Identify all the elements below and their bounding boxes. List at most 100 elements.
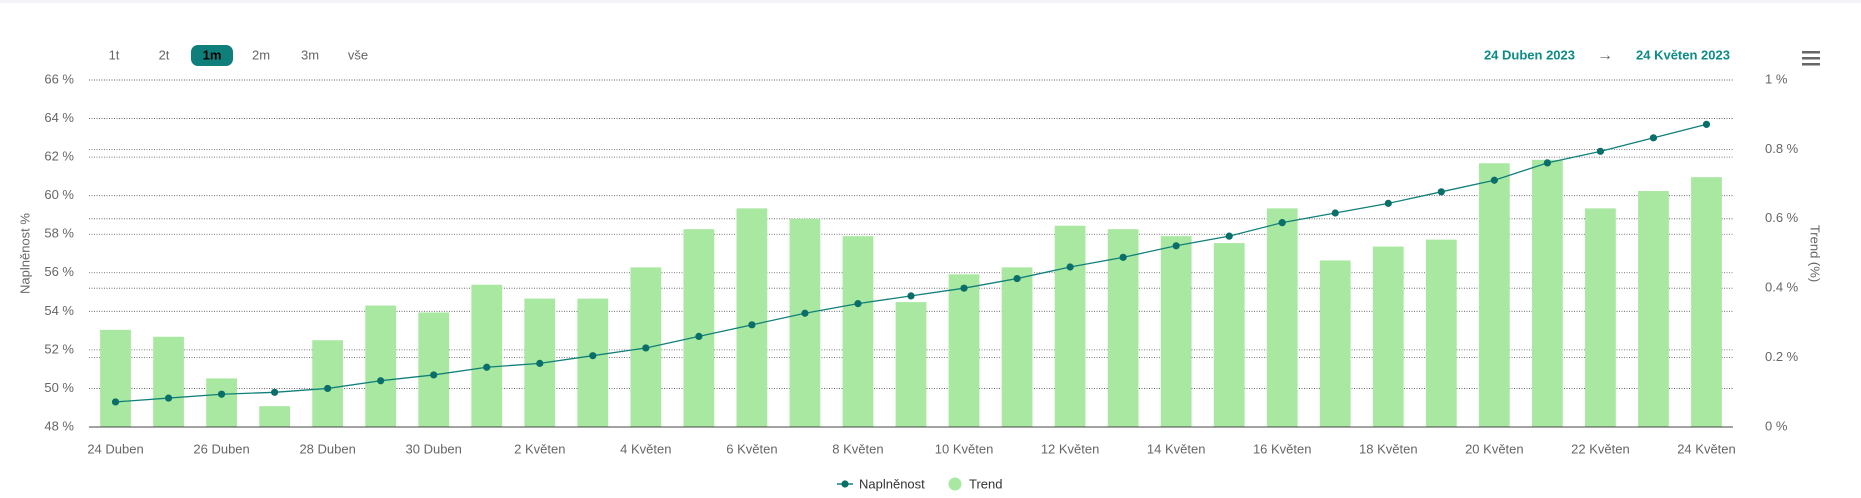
point [960,284,968,292]
point [1490,176,1498,184]
range-button[interactable]: 2m [252,47,270,62]
y-tick-label: 58 % [44,226,74,241]
x-tick-label: 4 Květen [620,441,671,456]
legend-item[interactable]: Trend [948,476,1003,491]
point [217,390,226,398]
bar [1372,246,1404,427]
y2-tick-label: 1 % [1765,71,1788,86]
point [642,344,650,352]
point [377,377,385,385]
bar [789,218,821,427]
legend-marker [841,480,849,488]
point [695,332,703,340]
bar [1107,229,1139,427]
bar [1160,236,1192,427]
x-tick-label: 10 Květen [935,441,994,456]
y2-tick-label: 0.6 % [1765,210,1799,225]
x-tick-label: 26 Duben [193,441,249,456]
bar [206,378,237,427]
bar [471,284,503,427]
point [164,394,173,402]
range-button-bg [191,45,233,66]
range-button[interactable]: 3m [301,47,319,62]
x-tick-label: 30 Duben [406,441,462,456]
bar [683,229,715,427]
point [748,321,756,329]
y-tick-label: 62 % [44,149,74,164]
x-tick-label: 24 Květen [1677,441,1736,456]
legend-label: Trend [969,476,1002,491]
range-button[interactable]: 1m [203,47,222,62]
menu-bar [1802,51,1820,54]
legend-marker [948,477,962,491]
bar [736,208,768,427]
x-tick-label: 6 Květen [726,441,777,456]
y2-tick-label: 0.4 % [1765,280,1799,295]
x-tick-label: 16 Květen [1253,441,1312,456]
bar [100,329,131,427]
bar [312,340,344,427]
point [854,300,862,308]
point [536,359,544,367]
y-axis-title: Naplněnost % [17,213,32,294]
range-button[interactable]: vše [348,47,368,62]
bar [1691,177,1722,427]
point [907,292,915,300]
point [1702,120,1711,128]
point [1543,159,1551,167]
y2-axis-title: Trend (%) [1808,225,1823,282]
bar [577,298,609,427]
bar [259,406,290,427]
point [430,371,438,379]
bar [365,305,397,427]
date-range-to: 24 Květen 2023 [1636,47,1730,62]
y-tick-label: 52 % [44,341,74,356]
point [589,352,597,360]
y2-tick-label: 0.8 % [1765,141,1799,156]
point [1119,253,1127,261]
menu-bar [1802,57,1820,60]
x-tick-label: 28 Duben [299,441,355,456]
point [324,384,332,393]
bar [1478,163,1510,427]
date-range-from: 24 Duben 2023 [1484,47,1575,62]
point [483,363,491,371]
point [111,398,120,406]
point [271,388,279,396]
bar [1266,208,1298,427]
point [1331,209,1339,217]
y-tick-label: 54 % [44,303,74,318]
y-tick-label: 50 % [44,380,74,395]
legend-label: Naplněnost [859,476,925,491]
x-tick-label: 22 Květen [1571,441,1630,456]
y-tick-label: 66 % [44,71,74,86]
point [1437,188,1445,196]
x-tick-label: 18 Květen [1359,441,1418,456]
x-tick-label: 24 Duben [87,441,143,456]
legend-item[interactable]: Naplněnost [837,476,925,491]
point [1225,232,1233,240]
x-tick-label: 8 Květen [832,441,883,456]
bar [895,302,927,427]
date-range-separator: → [1597,47,1613,64]
bar [153,336,184,427]
point [1384,199,1392,207]
y-tick-label: 48 % [44,418,74,433]
y-tick-label: 60 % [44,187,74,202]
point [1649,134,1658,142]
bar [1054,225,1086,427]
point [1013,274,1021,283]
range-button[interactable]: 1t [109,47,120,62]
y-tick-label: 64 % [44,110,74,125]
menu-icon[interactable] [1802,51,1820,66]
y2-tick-label: 0.2 % [1765,349,1799,364]
bar [1001,267,1033,427]
point [1066,263,1074,271]
bar [1638,191,1669,427]
bar [1319,260,1351,427]
range-button[interactable]: 2t [159,47,170,62]
x-tick-label: 20 Květen [1465,441,1524,456]
top-edge [0,0,1861,3]
bar [842,236,874,427]
